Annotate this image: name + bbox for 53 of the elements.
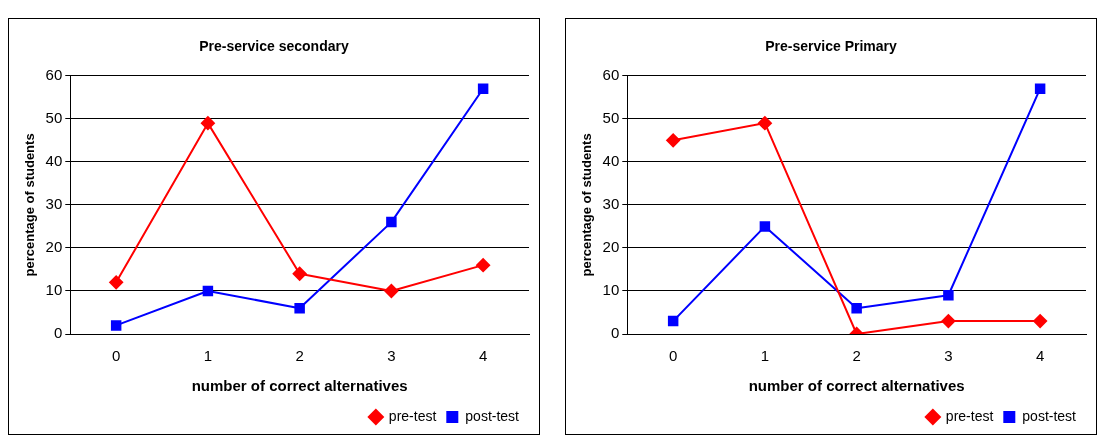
- y-tick-label: 60: [602, 65, 620, 83]
- y-tick-label: 10: [45, 281, 63, 299]
- legend-label: post-test: [1022, 407, 1077, 424]
- y-tick-label: 50: [45, 108, 63, 126]
- y-tick-label: 30: [602, 195, 620, 213]
- point: [110, 320, 122, 331]
- x-tick-label: 4: [1035, 347, 1045, 365]
- point: [759, 221, 771, 232]
- x-tick-label: 0: [668, 347, 678, 365]
- x-tick-label: 1: [760, 347, 770, 365]
- x-tick-label: 4: [478, 347, 488, 365]
- legend-label: post-test: [465, 407, 520, 424]
- x-tick-label: 0: [111, 347, 121, 365]
- point: [386, 216, 397, 228]
- y-tick-label: 40: [602, 152, 620, 170]
- point: [667, 315, 679, 327]
- y-tick-label: 0: [610, 324, 620, 342]
- point: [294, 302, 305, 314]
- y-tick-label: 20: [602, 238, 620, 256]
- y-axis-title: percentage of students: [579, 133, 595, 277]
- point: [476, 258, 491, 273]
- x-tick-label: 1: [203, 347, 213, 365]
- point: [200, 116, 215, 131]
- y-tick-label: 50: [602, 108, 620, 126]
- y-tick-label: 30: [45, 195, 63, 213]
- y-tick-label: 10: [602, 281, 620, 299]
- chart-title: Pre-service Primary: [765, 38, 897, 55]
- point: [941, 314, 956, 329]
- y-tick-label: 20: [45, 238, 63, 256]
- point: [943, 290, 954, 301]
- legend-label: pre-test: [945, 407, 994, 424]
- x-tick-label: 2: [852, 347, 861, 365]
- chart-title: Pre-service secondary: [199, 38, 349, 55]
- point: [477, 83, 489, 94]
- point: [292, 266, 307, 281]
- x-tick-label: 3: [944, 347, 953, 365]
- point: [202, 285, 214, 297]
- y-tick-label: 40: [45, 152, 63, 170]
- point: [1034, 83, 1046, 94]
- point: [384, 283, 399, 298]
- legend-label: pre-test: [388, 407, 437, 424]
- x-axis-title: number of correct alternatives: [191, 377, 408, 395]
- point: [109, 275, 124, 290]
- point: [666, 133, 681, 148]
- point: [1033, 314, 1048, 329]
- y-tick-label: 60: [45, 65, 63, 83]
- y-tick-label: 0: [53, 324, 63, 342]
- x-axis-title: number of correct alternatives: [748, 377, 965, 395]
- point: [851, 302, 862, 314]
- x-tick-label: 3: [387, 347, 396, 365]
- x-tick-label: 2: [295, 347, 304, 365]
- point: [757, 116, 772, 131]
- y-axis-title: percentage of students: [22, 133, 38, 277]
